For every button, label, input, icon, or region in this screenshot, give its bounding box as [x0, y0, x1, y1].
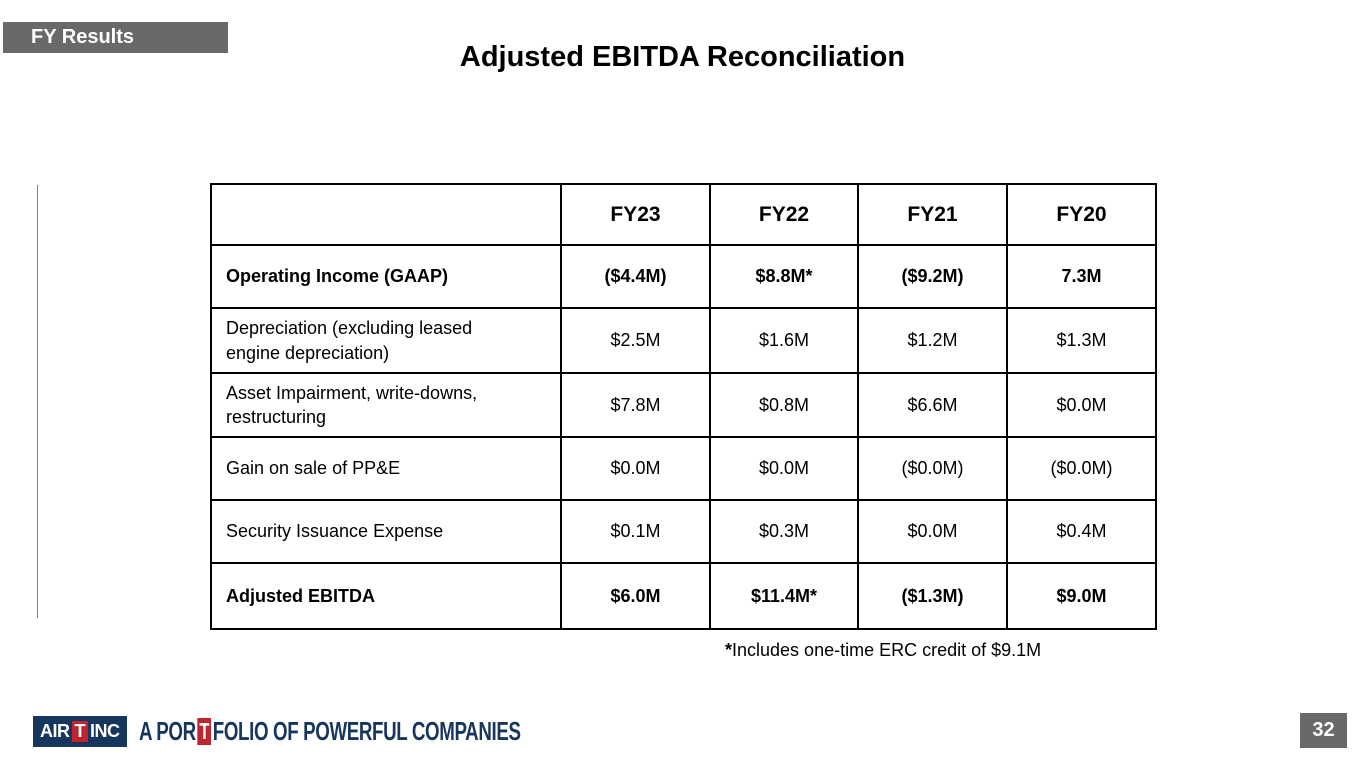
value-cell: $1.6M — [709, 307, 859, 374]
value-cell: ($1.3M) — [857, 562, 1008, 630]
value-cell: $0.3M — [709, 499, 859, 564]
tagline-post-text: FOLIO OF POWERFUL COMPANIES — [212, 716, 521, 746]
logo-tagline: A POR T FOLIO OF POWERFUL COMPANIES — [139, 716, 521, 747]
logo-wordmark: AIR T INC — [33, 716, 127, 747]
value-cell: $0.8M — [709, 372, 859, 438]
row-label: Asset Impairment, write-downs, restructu… — [210, 372, 562, 438]
table-row: Depreciation (excluding leased engine de… — [210, 307, 1157, 374]
value-cell: $0.0M — [1006, 372, 1157, 438]
tagline-pre-text: A POR — [138, 716, 196, 746]
value-cell: $9.0M — [1006, 562, 1157, 630]
table-header-row: FY23 FY22 FY21 FY20 — [210, 183, 1157, 246]
reconciliation-table: FY23 FY22 FY21 FY20 Operating Income (GAAP)… — [210, 183, 1157, 630]
logo-inc-text: INC — [90, 721, 120, 741]
row-label: Adjusted EBITDA — [210, 562, 562, 630]
value-cell: $7.8M — [560, 372, 711, 438]
row-label: Depreciation (excluding leased engine de… — [210, 307, 562, 374]
logo-t-badge: T — [71, 720, 88, 743]
accent-line — [37, 185, 38, 618]
tagline-t-badge: T — [196, 717, 211, 746]
header-cell: FY21 — [857, 183, 1008, 246]
value-cell: $1.3M — [1006, 307, 1157, 374]
logo-air-text: AIR — [40, 721, 70, 741]
value-cell: $0.0M — [709, 436, 859, 501]
header-cell: FY22 — [709, 183, 859, 246]
value-cell: ($0.0M) — [857, 436, 1008, 501]
footnote: *Includes one-time ERC credit of $9.1M — [725, 640, 1041, 661]
table-row: Gain on sale of PP&E $0.0M $0.0M ($0.0M) ($0… — [210, 436, 1157, 501]
company-logo: AIR T INC A POR T FOLIO OF POWERFUL COMP… — [33, 716, 669, 747]
value-cell: $0.0M — [857, 499, 1008, 564]
value-cell: $0.0M — [560, 436, 711, 501]
table-row: Adjusted EBITDA $6.0M $11.4M* ($1.3M) $9.0M — [210, 562, 1157, 630]
section-tag-label: FY Results — [31, 26, 134, 48]
value-cell: $0.1M — [560, 499, 711, 564]
header-corner-cell — [210, 183, 562, 246]
value-cell: $0.4M — [1006, 499, 1157, 564]
page-title: Adjusted EBITDA Reconciliation — [459, 41, 906, 73]
value-cell: $6.6M — [857, 372, 1008, 438]
footnote-marker: * — [725, 640, 733, 660]
value-cell: ($0.0M) — [1006, 436, 1157, 501]
row-label: Security Issuance Expense — [210, 499, 562, 564]
value-cell: $1.2M — [857, 307, 1008, 374]
table-row: Security Issuance Expense $0.1M $0.3M $0.0M… — [210, 499, 1157, 564]
row-label: Gain on sale of PP&E — [210, 436, 562, 501]
footnote-text: Includes one-time ERC credit of $9.1M — [732, 640, 1042, 660]
value-cell: $6.0M — [560, 562, 711, 630]
section-tag: FY Results — [3, 22, 228, 53]
value-cell: ($4.4M) — [560, 244, 711, 309]
value-cell: $2.5M — [560, 307, 711, 374]
table-header: FY23 FY22 FY21 FY20 — [210, 183, 1157, 246]
value-cell: $8.8M* — [709, 244, 859, 309]
table-body: Operating Income (GAAP) ($4.4M) $8.8M* ($9.… — [210, 244, 1157, 630]
value-cell: 7.3M — [1006, 244, 1157, 309]
row-label: Operating Income (GAAP) — [210, 244, 562, 309]
value-cell: $11.4M* — [709, 562, 859, 630]
header-cell: FY20 — [1006, 183, 1157, 246]
table-row: Operating Income (GAAP) ($4.4M) $8.8M* ($9.… — [210, 244, 1157, 309]
header-cell: FY23 — [560, 183, 711, 246]
value-cell: ($9.2M) — [857, 244, 1008, 309]
table-row: Asset Impairment, write-downs, restructu… — [210, 372, 1157, 438]
page-number: 32 — [1300, 713, 1347, 748]
